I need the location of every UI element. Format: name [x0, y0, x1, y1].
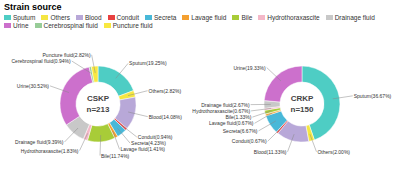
slice-label: Others(2.00%)	[317, 149, 350, 155]
legend-item: Secreta	[145, 14, 176, 21]
legend-label: Drainage fluid	[335, 14, 375, 21]
leader-line	[80, 133, 88, 150]
center-label: CSKP n=213	[87, 94, 110, 114]
legend-label: Bile	[241, 14, 252, 21]
leader-line	[128, 112, 148, 117]
legend-item: Conduit	[108, 14, 139, 21]
legend-label: Hydrothoraxascite	[267, 14, 319, 21]
legend-swatch	[258, 15, 265, 20]
slice-label: Sputum(19.25%)	[129, 60, 167, 66]
slice-label: Hydrothoraxascite(1.83%)	[21, 148, 79, 154]
legend-swatch	[76, 15, 83, 20]
legend-label: Lavage fluid	[191, 14, 226, 21]
legend-item: Blood	[76, 14, 102, 21]
legend-item: Lavage fluid	[182, 14, 226, 21]
leader-line	[267, 68, 281, 81]
slice-label: Cerebrospinal fluid(0.94%)	[11, 58, 71, 64]
slice-label: Blood(11.33%)	[254, 149, 287, 155]
legend-item: Puncture fluid	[104, 22, 153, 29]
legend-label: Conduit	[117, 14, 139, 21]
legend-item: Drainage fluid	[326, 14, 375, 21]
legend-label: Cerebrospinal fluid	[44, 22, 98, 29]
slice-label: Conduit(0.67%)	[232, 138, 267, 144]
leader-line	[50, 86, 69, 93]
legend-swatch	[4, 23, 11, 28]
legend-swatch	[4, 15, 11, 20]
leader-line	[252, 111, 271, 117]
legend-label: Urine	[13, 22, 29, 29]
slice-label: Conduit(0.94%)	[138, 134, 173, 140]
slice-label: Drainage fluid(2.67%)	[201, 102, 250, 108]
legend-item: Urine	[4, 22, 29, 29]
legend-swatch	[35, 23, 42, 28]
center-label-line: n=213	[87, 105, 110, 114]
leader-line	[64, 128, 78, 142]
leader-line	[259, 121, 276, 131]
leader-line	[268, 128, 282, 142]
center-label-line: CRKP	[291, 94, 314, 103]
leader-line	[116, 63, 128, 78]
center-label: CRKP n=150	[291, 94, 314, 114]
slice-label: Secreta(4.23%)	[131, 140, 166, 146]
slice-label: Bile(11.74%)	[101, 153, 130, 159]
slice-label: Sputum(36.67%)	[354, 93, 392, 99]
leader-line	[288, 134, 295, 152]
slice-label: Puncture fluid(2.82%)	[43, 52, 91, 58]
slice-label: Blood(14.08%)	[149, 114, 182, 120]
leader-line	[310, 134, 317, 152]
slice-label: Hydrothoraxascite(0.67%)	[192, 108, 250, 114]
donut: Sputum(19.25%) Others(2.82%) Blood(14.08%)…	[11, 52, 182, 159]
leader-line	[92, 55, 96, 73]
legend-label: Puncture fluid	[113, 22, 153, 29]
leader-line	[333, 96, 353, 99]
slice-label: Secreta(6.67%)	[223, 128, 258, 134]
wedge	[98, 66, 134, 96]
leader-line	[255, 113, 273, 123]
legend-swatch	[145, 15, 152, 20]
center-label-line: CSKP	[87, 94, 110, 103]
legend-swatch	[232, 15, 239, 20]
legend-swatch	[108, 15, 115, 20]
leader-line	[72, 61, 92, 74]
slice-label: Bile(1.33%)	[226, 114, 252, 120]
legend-label: Secreta	[154, 14, 176, 21]
leader-line	[113, 131, 120, 149]
legend-item: Others	[41, 14, 70, 21]
legend: Sputum Others Blood Conduit Secreta Lavage fl…	[4, 14, 396, 29]
legend-swatch	[326, 15, 333, 20]
legend-item: Cerebrospinal fluid	[35, 22, 98, 29]
slice-label: Urine(30.52%)	[17, 83, 50, 89]
legend-swatch	[41, 15, 48, 20]
legend-label: Others	[50, 14, 70, 21]
wedge	[91, 66, 98, 82]
leader-line	[128, 91, 148, 96]
legend-label: Sputum	[13, 14, 35, 21]
title: Strain source	[4, 2, 62, 12]
leader-line	[118, 128, 131, 143]
slice-label: Lavage fluid(0.67%)	[209, 120, 254, 126]
slice-label: Urine(19.33%)	[233, 65, 266, 71]
legend-label: Blood	[85, 14, 102, 21]
legend-item: Hydrothoraxascite	[258, 14, 319, 21]
leader-line	[251, 104, 271, 105]
slice-label: Drainage fluid(9.39%)	[15, 139, 64, 145]
donut: Sputum(36.67%) Others(2.00%) Urine(19.33%)…	[192, 65, 391, 155]
center-label-line: n=150	[291, 105, 314, 114]
leader-line	[251, 108, 271, 111]
chart: Sputum(19.25%) Others(2.82%) Blood(14.08%)…	[0, 0, 400, 172]
slice-label: Others(2.82%)	[149, 88, 182, 94]
legend-swatch	[104, 23, 111, 28]
legend-item: Sputum	[4, 14, 35, 21]
legend-swatch	[182, 15, 189, 20]
slice-label: Lavage fluid(1.41%)	[121, 146, 166, 152]
legend-item: Bile	[232, 14, 252, 21]
